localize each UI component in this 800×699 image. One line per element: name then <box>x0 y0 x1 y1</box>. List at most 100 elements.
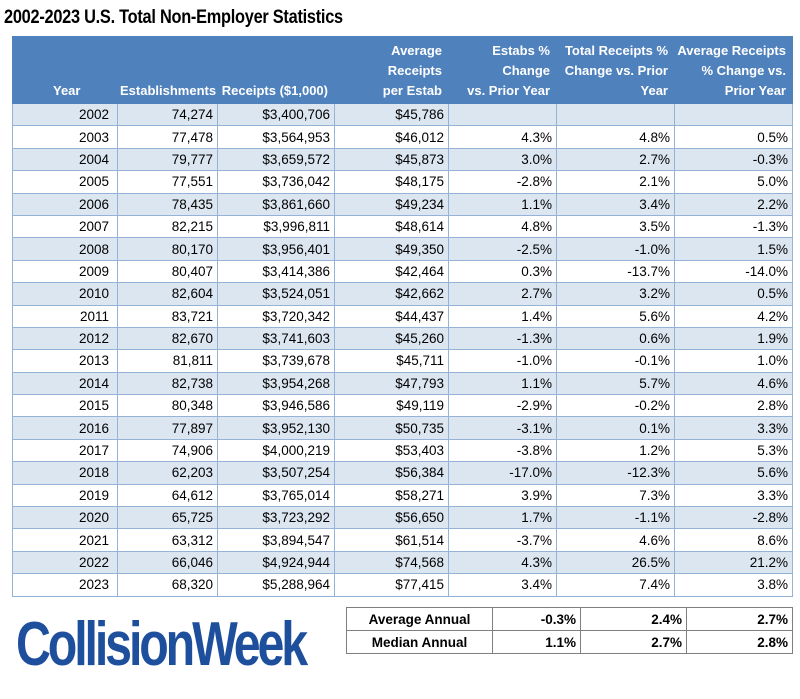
cell-avg-change <box>674 103 793 127</box>
cell-avg-receipts: $46,012 <box>334 125 449 149</box>
table-row: 2008 80,170 $3,956,401 $49,350 -2.5% -1.0% 1.5… <box>12 237 793 261</box>
cell-year: 2016 <box>12 416 118 440</box>
cell-receipts: $3,564,953 <box>217 125 335 149</box>
cell-year: 2011 <box>12 305 118 328</box>
summary-receipts-change: 2.7% <box>580 630 687 654</box>
cell-year: 2002 <box>12 103 118 127</box>
cell-avg-change: 0.5% <box>674 282 793 306</box>
cell-establishments: 81,811 <box>117 349 218 373</box>
cell-receipts: $3,659,572 <box>217 148 335 172</box>
summary-row: Average Annual -0.3% 2.4% 2.7% <box>346 607 793 631</box>
cell-year: 2023 <box>12 573 118 597</box>
cell-estabs-change: -3.8% <box>448 439 557 463</box>
header-avg-receipts: Average Receipts per Estab <box>334 36 449 104</box>
cell-receipts-change: -1.0% <box>556 237 675 261</box>
cell-estabs-change: 4.8% <box>448 215 557 239</box>
table-row: 2013 81,811 $3,739,678 $45,711 -1.0% -0.1% 1.0… <box>12 349 793 373</box>
cell-estabs-change: 3.9% <box>448 484 557 508</box>
cell-estabs-change: -2.5% <box>448 237 557 261</box>
cell-avg-receipts: $49,234 <box>334 193 449 216</box>
page-title: 2002-2023 U.S. Total Non-Employer Statis… <box>4 7 343 28</box>
cell-receipts: $3,954,268 <box>217 372 335 396</box>
cell-avg-change: 8.6% <box>674 528 793 552</box>
cell-avg-change: 4.2% <box>674 305 793 328</box>
table-row: 2005 77,551 $3,736,042 $48,175 -2.8% 2.1% 5.0% <box>12 170 793 194</box>
cell-receipts-change: 0.1% <box>556 416 675 440</box>
cell-avg-change: 3.3% <box>674 484 793 508</box>
cell-estabs-change: -1.0% <box>448 349 557 373</box>
cell-avg-change: 1.0% <box>674 349 793 373</box>
cell-establishments: 66,046 <box>117 551 218 575</box>
header-row: Year Establishments Receipts ($1,000) Av… <box>12 36 793 104</box>
table-row: 2023 68,320 $5,288,964 $77,415 3.4% 7.4% 3.8% <box>12 573 793 597</box>
cell-estabs-change: 4.3% <box>448 551 557 575</box>
cell-receipts: $4,000,219 <box>217 439 335 463</box>
cell-avg-change: 1.5% <box>674 237 793 261</box>
cell-year: 2012 <box>12 327 118 351</box>
cell-establishments: 82,738 <box>117 372 218 396</box>
cell-avg-change: 5.3% <box>674 439 793 463</box>
table-row: 2009 80,407 $3,414,386 $42,464 0.3% -13.7% -14… <box>12 260 793 284</box>
cell-avg-receipts: $53,403 <box>334 439 449 463</box>
cell-estabs-change: -2.8% <box>448 170 557 194</box>
cell-avg-change: -1.3% <box>674 215 793 239</box>
cell-establishments: 64,612 <box>117 484 218 508</box>
cell-year: 2018 <box>12 461 118 485</box>
table-row: 2020 65,725 $3,723,292 $56,650 1.7% -1.1% -2.8… <box>12 506 793 530</box>
cell-avg-change: 2.2% <box>674 193 793 216</box>
cell-receipts-change: 5.7% <box>556 372 675 396</box>
cell-receipts-change: -12.3% <box>556 461 675 485</box>
cell-receipts-change: 1.2% <box>556 439 675 463</box>
cell-receipts: $3,723,292 <box>217 506 335 530</box>
cell-estabs-change: -3.7% <box>448 528 557 552</box>
cell-establishments: 62,203 <box>117 461 218 485</box>
cell-establishments: 82,215 <box>117 215 218 239</box>
cell-receipts: $3,765,014 <box>217 484 335 508</box>
cell-receipts-change: 5.6% <box>556 305 675 328</box>
cell-estabs-change: -17.0% <box>448 461 557 485</box>
table-row: 2003 77,478 $3,564,953 $46,012 4.3% 4.8% 0.5% <box>12 125 793 149</box>
cell-receipts-change: 7.4% <box>556 573 675 597</box>
cell-avg-receipts: $56,384 <box>334 461 449 485</box>
cell-establishments: 79,777 <box>117 148 218 172</box>
cell-receipts: $3,524,051 <box>217 282 335 306</box>
table-row: 2017 74,906 $4,000,219 $53,403 -3.8% 1.2% 5.3% <box>12 439 793 463</box>
cell-estabs-change: 4.3% <box>448 125 557 149</box>
cell-establishments: 74,274 <box>117 103 218 127</box>
cell-receipts: $3,894,547 <box>217 528 335 552</box>
cell-estabs-change: 2.7% <box>448 282 557 306</box>
cell-establishments: 78,435 <box>117 193 218 216</box>
cell-receipts-change: -0.1% <box>556 349 675 373</box>
header-year: Year <box>12 36 118 104</box>
collisionweek-logo: CollisionWeek <box>16 610 308 679</box>
statistics-table: Year Establishments Receipts ($1,000) Av… <box>12 36 793 597</box>
cell-avg-receipts: $42,662 <box>334 282 449 306</box>
cell-avg-change: 4.6% <box>674 372 793 396</box>
summary-label: Median Annual <box>346 630 493 654</box>
cell-establishments: 80,348 <box>117 394 218 418</box>
cell-receipts-change: 4.6% <box>556 528 675 552</box>
table-row: 2022 66,046 $4,924,944 $74,568 4.3% 26.5% 21.2… <box>12 551 793 575</box>
summary-receipts-change: 2.4% <box>580 607 687 631</box>
cell-establishments: 82,604 <box>117 282 218 306</box>
summary-avg-change: 2.8% <box>686 630 793 654</box>
cell-estabs-change: 3.0% <box>448 148 557 172</box>
table-row: 2019 64,612 $3,765,014 $58,271 3.9% 7.3% 3.3% <box>12 484 793 508</box>
cell-avg-receipts: $58,271 <box>334 484 449 508</box>
cell-avg-receipts: $45,260 <box>334 327 449 351</box>
table-row: 2015 80,348 $3,946,586 $49,119 -2.9% -0.2% 2.8… <box>12 394 793 418</box>
cell-avg-receipts: $61,514 <box>334 528 449 552</box>
cell-avg-receipts: $44,437 <box>334 305 449 328</box>
header-receipts: Receipts ($1,000) <box>217 36 335 104</box>
cell-estabs-change: -3.1% <box>448 416 557 440</box>
cell-establishments: 77,897 <box>117 416 218 440</box>
cell-estabs-change: -1.3% <box>448 327 557 351</box>
cell-avg-receipts: $56,650 <box>334 506 449 530</box>
cell-establishments: 77,478 <box>117 125 218 149</box>
cell-avg-change: 3.3% <box>674 416 793 440</box>
cell-receipts: $3,996,811 <box>217 215 335 239</box>
cell-establishments: 77,551 <box>117 170 218 194</box>
cell-avg-change: 2.8% <box>674 394 793 418</box>
cell-receipts: $3,952,130 <box>217 416 335 440</box>
cell-year: 2006 <box>12 193 118 216</box>
